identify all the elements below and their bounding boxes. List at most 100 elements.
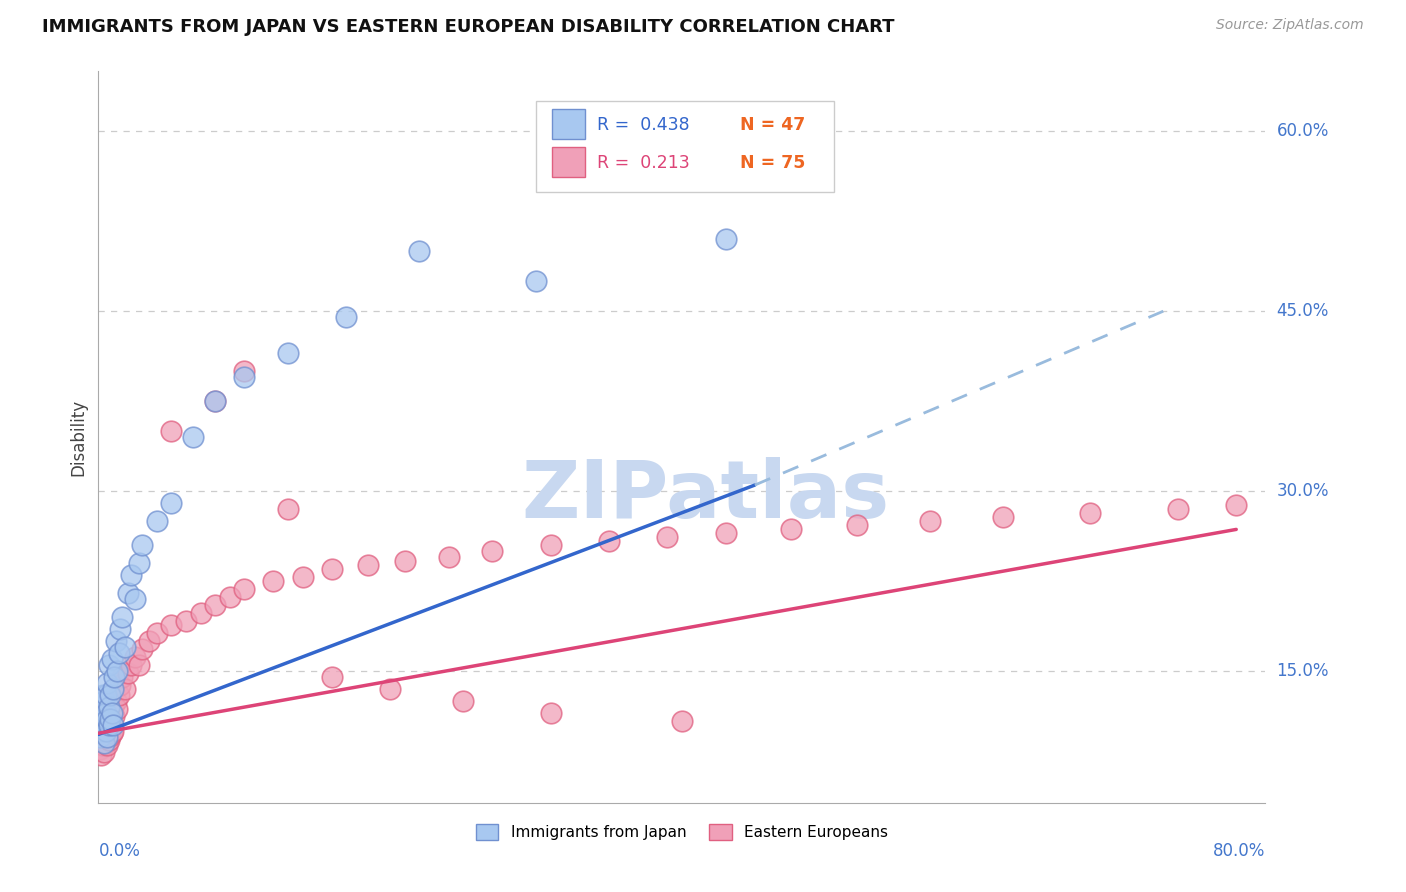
Point [103, 670, 125, 684]
Point [93, 736, 115, 750]
Point [277, 502, 299, 516]
Point [918, 514, 941, 528]
Point [233, 582, 256, 597]
Point [90, 730, 112, 744]
Point [89, 714, 111, 729]
Point [321, 670, 343, 684]
Point [524, 274, 547, 288]
Point [91, 709, 114, 723]
Point [96, 722, 118, 736]
Point [94, 718, 117, 732]
Point [108, 688, 131, 702]
Point [357, 558, 380, 573]
Point [91, 738, 114, 752]
Point [190, 607, 212, 621]
Bar [553, 146, 585, 178]
Text: R =  0.213: R = 0.213 [596, 153, 689, 172]
Point [321, 562, 343, 576]
Point [110, 622, 132, 636]
Point [97, 698, 120, 712]
Point [100, 706, 122, 720]
Point [120, 568, 142, 582]
Point [160, 618, 183, 632]
Point [181, 430, 204, 444]
Point [160, 496, 183, 510]
Point [124, 591, 146, 606]
Point [97, 718, 120, 732]
Point [91, 706, 114, 720]
Point [291, 570, 314, 584]
Text: 60.0%: 60.0% [1277, 122, 1329, 140]
Point [146, 625, 169, 640]
Point [540, 706, 562, 720]
Point [111, 670, 134, 684]
Point [94, 702, 117, 716]
Point [394, 553, 416, 567]
Point [1225, 499, 1247, 513]
Point [103, 709, 125, 723]
Point [598, 534, 620, 549]
Point [90, 699, 112, 714]
Point [98, 688, 121, 702]
Point [233, 370, 256, 384]
Point [93, 746, 115, 760]
Text: IMMIGRANTS FROM JAPAN VS EASTERN EUROPEAN DISABILITY CORRELATION CHART: IMMIGRANTS FROM JAPAN VS EASTERN EUROPEA… [42, 18, 894, 36]
Point [780, 523, 803, 537]
Point [1167, 502, 1189, 516]
Point [96, 738, 118, 752]
Point [94, 706, 117, 720]
Point [97, 733, 120, 747]
Point [380, 681, 402, 696]
Point [277, 346, 299, 360]
Point [218, 590, 240, 604]
Point [91, 718, 114, 732]
Point [93, 706, 115, 720]
Point [204, 394, 226, 409]
Point [89, 712, 111, 726]
Text: Source: ZipAtlas.com: Source: ZipAtlas.com [1216, 18, 1364, 32]
Point [89, 730, 111, 744]
Point [714, 526, 737, 541]
Bar [553, 109, 585, 139]
Text: 45.0%: 45.0% [1277, 302, 1329, 320]
Point [101, 681, 124, 696]
Point [104, 694, 127, 708]
Legend: Immigrants from Japan, Eastern Europeans: Immigrants from Japan, Eastern Europeans [470, 818, 894, 847]
Point [111, 610, 134, 624]
Point [97, 657, 120, 672]
Point [93, 712, 115, 726]
Point [90, 723, 112, 738]
Point [96, 712, 118, 726]
Point [97, 699, 120, 714]
Point [146, 514, 169, 528]
Point [101, 723, 124, 738]
Point [657, 530, 679, 544]
Point [540, 538, 562, 552]
Point [100, 652, 122, 666]
Point [174, 614, 197, 628]
Point [101, 718, 124, 732]
Point [90, 747, 112, 762]
Point [89, 742, 111, 756]
Point [91, 688, 114, 702]
Point [131, 642, 153, 657]
Point [98, 729, 121, 743]
Y-axis label: Disability: Disability [69, 399, 87, 475]
Point [91, 694, 114, 708]
Point [138, 634, 160, 648]
Point [100, 726, 122, 740]
Point [204, 394, 226, 409]
Point [408, 244, 430, 259]
Text: 0.0%: 0.0% [98, 842, 141, 860]
Point [114, 681, 136, 696]
Point [93, 727, 115, 741]
Point [96, 702, 118, 716]
Text: ZIPatlas: ZIPatlas [522, 457, 890, 534]
Point [91, 723, 114, 738]
Point [1080, 506, 1102, 520]
Point [114, 640, 136, 654]
Point [120, 657, 142, 672]
Point [97, 714, 120, 729]
Text: R =  0.438: R = 0.438 [596, 116, 689, 134]
Point [204, 598, 226, 612]
